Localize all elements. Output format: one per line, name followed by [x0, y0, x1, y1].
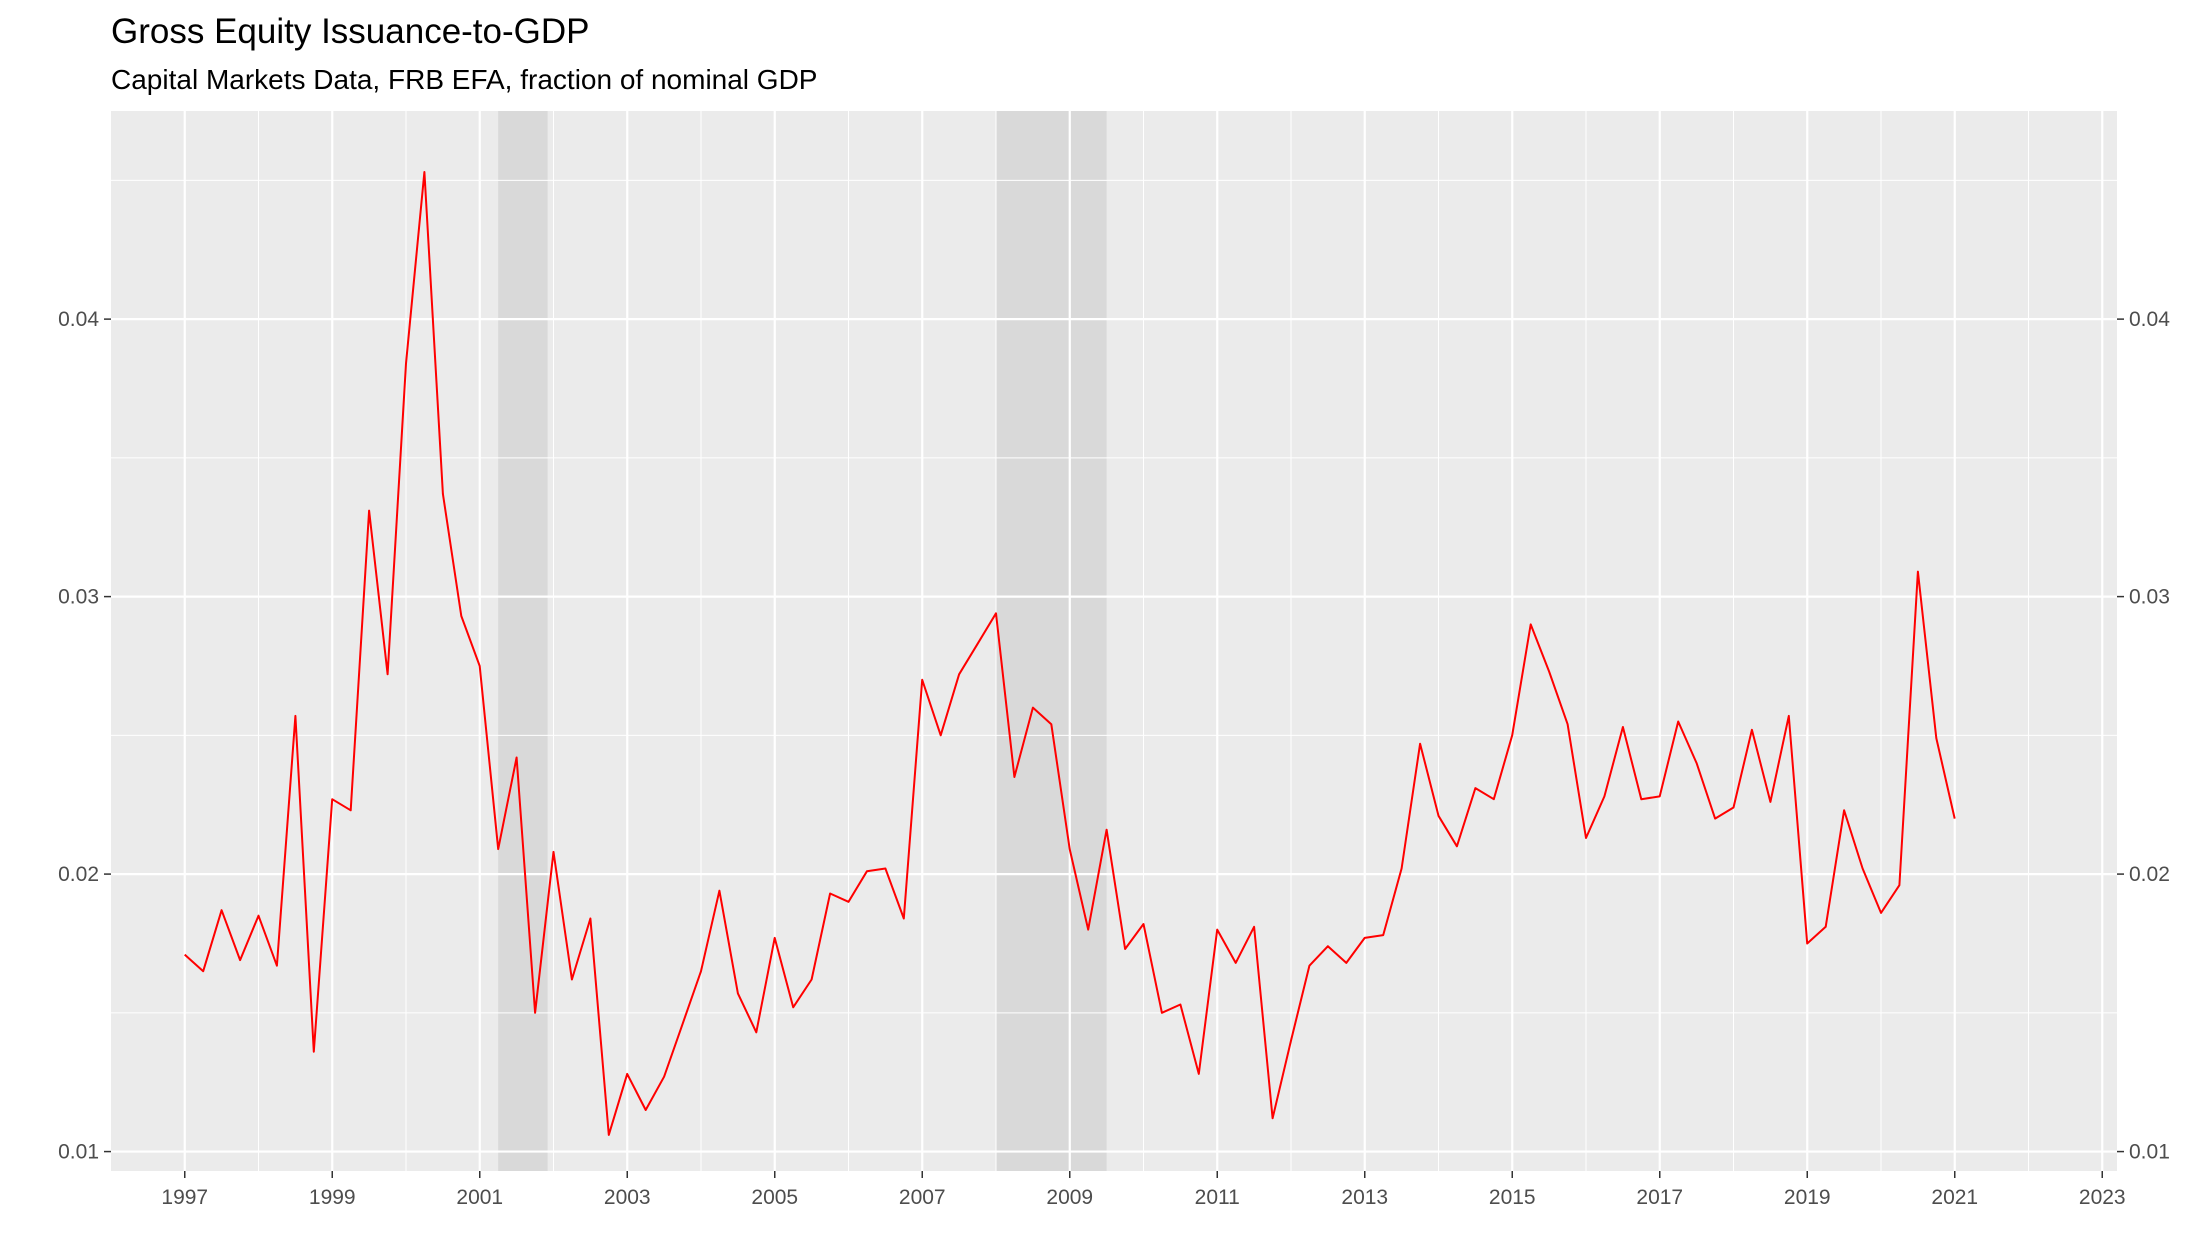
x-tick-label: 2007: [899, 1186, 946, 1209]
x-tick-label: 2017: [1636, 1186, 1683, 1209]
chart-subtitle: Capital Markets Data, FRB EFA, fraction …: [111, 64, 817, 95]
x-tick-label: 2015: [1489, 1186, 1536, 1209]
series-layer: [184, 171, 1956, 1136]
x-tick-label: 2005: [751, 1186, 798, 1209]
y-tick-label-left: 0.04: [58, 308, 99, 331]
x-tick-label: 2001: [456, 1186, 503, 1209]
recession-band-1: [498, 111, 548, 1171]
x-tick-label: 2003: [604, 1186, 651, 1209]
grid-lines: [111, 111, 2117, 1171]
y-tick-label-left: 0.03: [58, 586, 99, 609]
chart-title: Gross Equity Issuance-to-GDP: [111, 12, 590, 51]
x-tick-label: 2023: [2079, 1186, 2126, 1209]
y-tick-label-right: 0.01: [2129, 1141, 2170, 1164]
y-tick-label-right: 0.04: [2129, 308, 2170, 331]
x-tick-label: 1999: [309, 1186, 356, 1209]
axes: 1997 1999 2001 2003 2005 2007 2009 2011 2013 2015…: [58, 308, 2170, 1209]
y-tick-label-left: 0.02: [58, 863, 99, 886]
x-tick-label: 2009: [1046, 1186, 1093, 1209]
x-tick-label: 1997: [161, 1186, 208, 1209]
series-line-1: [184, 171, 1956, 1136]
x-tick-label: 2013: [1341, 1186, 1388, 1209]
x-tick-label: 2011: [1195, 1186, 1240, 1209]
recession-band-2: [996, 111, 1107, 1171]
x-tick-label: 2021: [1931, 1186, 1978, 1209]
recession-shading: [498, 111, 1107, 1171]
plot-panel: [111, 111, 2117, 1171]
y-tick-label-right: 0.03: [2129, 586, 2170, 609]
y-tick-label-left: 0.01: [58, 1141, 99, 1164]
y-tick-label-right: 0.02: [2129, 863, 2170, 886]
x-tick-label: 2019: [1784, 1186, 1831, 1209]
